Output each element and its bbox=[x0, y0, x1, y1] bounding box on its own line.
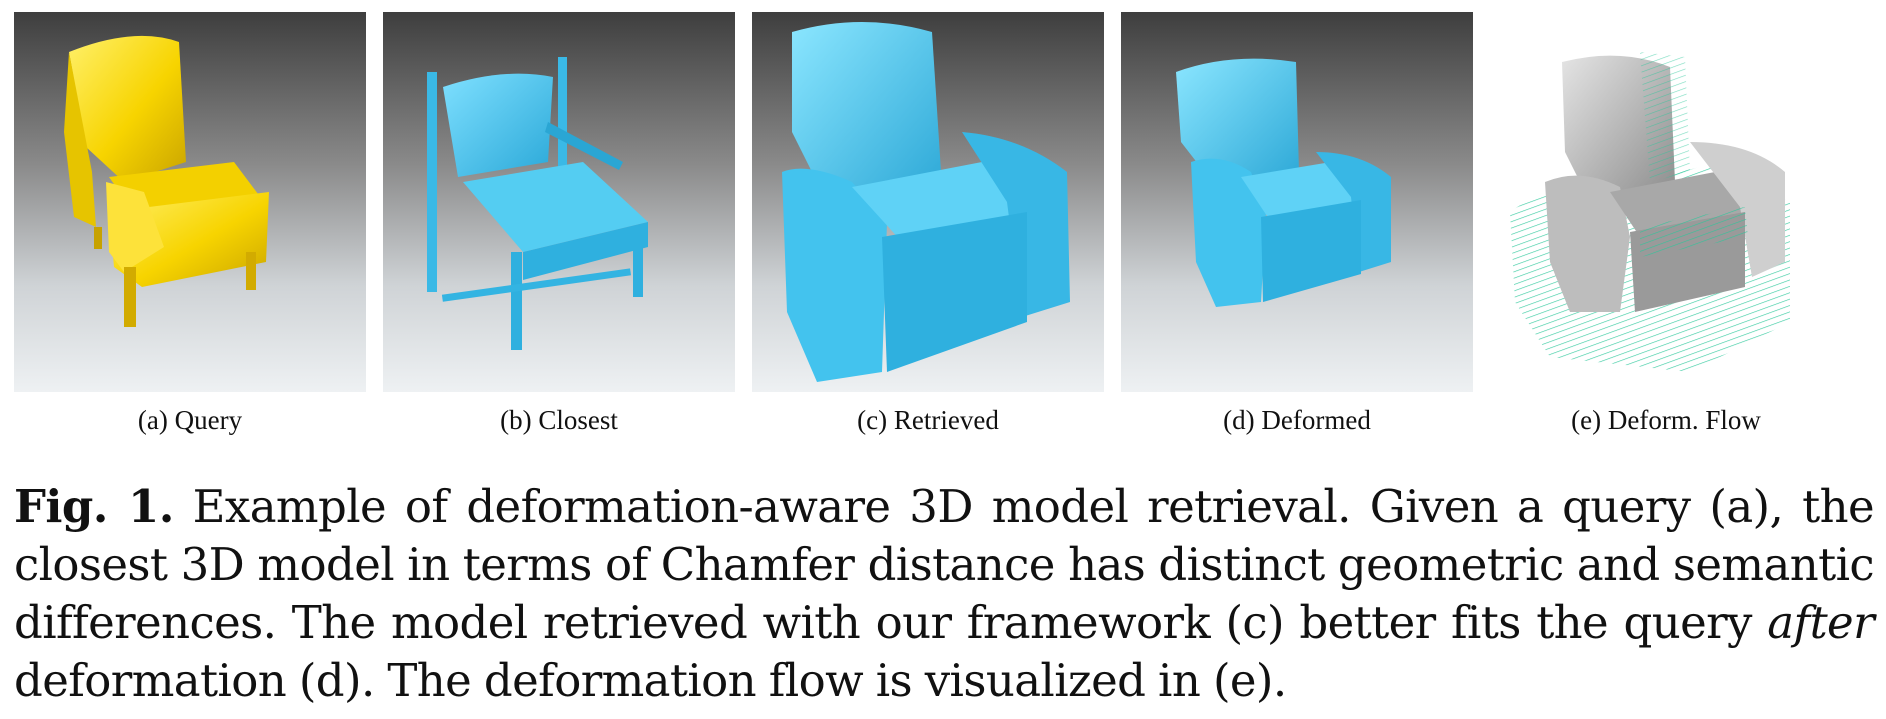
rail bbox=[441, 268, 632, 302]
back-cushion bbox=[443, 73, 553, 177]
chair-arm bbox=[106, 182, 164, 272]
closest-chair-render bbox=[427, 57, 648, 350]
flow-vectors bbox=[1640, 52, 1690, 182]
armrest bbox=[545, 122, 623, 170]
panel-deformed-image bbox=[1121, 12, 1473, 392]
subfigure-label-b: (b) Closest bbox=[500, 405, 618, 435]
figure-caption: Fig. 1. Example of deformation-aware 3D … bbox=[14, 478, 1875, 710]
chair-leg bbox=[94, 227, 102, 249]
panel-query-image bbox=[14, 12, 366, 392]
chair-leg bbox=[246, 252, 256, 290]
front-base bbox=[1261, 200, 1361, 302]
retrieved-chair-render bbox=[782, 22, 1070, 382]
subfigure-label-a: (a) Query bbox=[137, 405, 243, 435]
chair-back bbox=[69, 35, 186, 183]
left-arm bbox=[1191, 158, 1266, 307]
left-arm bbox=[1545, 175, 1630, 312]
right-arm bbox=[1690, 142, 1785, 277]
left-arm bbox=[782, 168, 887, 382]
panel-deform-flow-image bbox=[1490, 12, 1842, 392]
front-base bbox=[882, 212, 1027, 372]
chair-back bbox=[1176, 58, 1299, 188]
caption-label: Fig. 1. bbox=[14, 480, 174, 533]
caption-emphasis: after bbox=[1767, 596, 1874, 649]
panel-retrieved-image bbox=[752, 12, 1104, 392]
seat-cushion bbox=[463, 162, 648, 252]
subfigure-label-c: (c) Retrieved bbox=[857, 405, 999, 435]
caption-text-part2: deformation (d). The deformation flow is… bbox=[14, 654, 1287, 707]
chair-leg bbox=[124, 267, 136, 327]
front-leg bbox=[511, 252, 522, 350]
flow-vectors bbox=[1640, 207, 1748, 257]
seat-cushion bbox=[1610, 172, 1745, 237]
query-chair-render bbox=[64, 35, 269, 327]
panel-closest-image bbox=[383, 12, 735, 392]
chair-wing bbox=[64, 52, 96, 227]
back-post bbox=[427, 72, 437, 292]
subfigure-label-e: (e) Deform. Flow bbox=[1571, 405, 1761, 435]
subfigure-label-d: (d) Deformed bbox=[1223, 405, 1371, 435]
seat-front bbox=[523, 222, 648, 280]
caption-text-part1: Example of deformation-aware 3D model re… bbox=[14, 480, 1875, 649]
deformed-chair-render bbox=[1176, 58, 1391, 307]
front-leg bbox=[633, 227, 643, 297]
chair-back bbox=[792, 22, 942, 202]
deform-flow-render bbox=[1510, 52, 1790, 372]
figure-panels: (a) Query (b) Closest (c) Retrieved (d) … bbox=[14, 12, 1842, 435]
